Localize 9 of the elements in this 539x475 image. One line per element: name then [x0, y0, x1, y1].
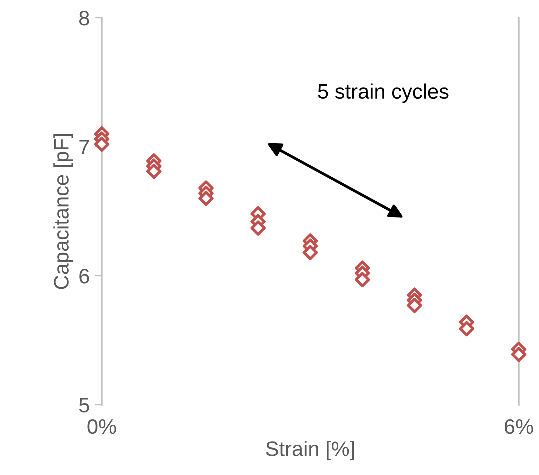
y-tick-label: 7 [80, 140, 90, 155]
y-tick-label: 5 [79, 398, 90, 413]
x-tick-label: 0% [88, 419, 116, 434]
y-tick-label: 8 [80, 11, 90, 26]
x-axis-title: Strain [%] [266, 441, 354, 461]
annotation: 5 strain cycles [318, 84, 449, 104]
x-tick-label: 6% [505, 419, 534, 434]
y-axis-title: Capacitance [pF] [54, 134, 74, 290]
y-tick-label: 6 [80, 269, 90, 284]
